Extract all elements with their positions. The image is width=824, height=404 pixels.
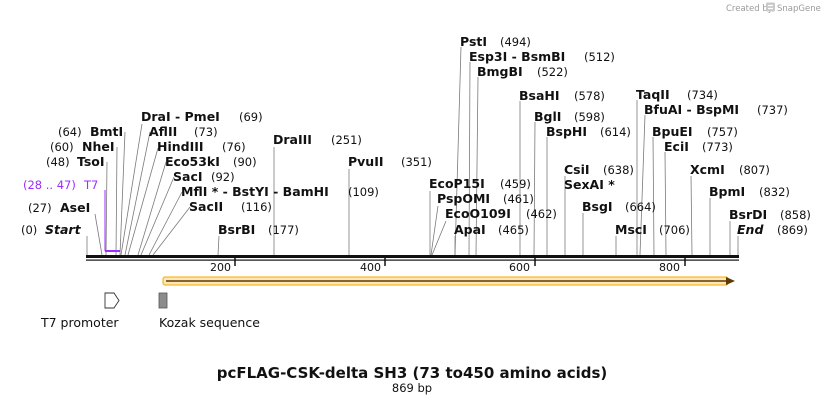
site-asei-name: AseI bbox=[60, 200, 90, 215]
site-bfuai-bspmi-name: BfuAI - BspMI bbox=[644, 102, 739, 117]
site-bgli-name: BglI bbox=[534, 109, 561, 124]
snapgene-logo-icon bbox=[766, 2, 775, 12]
site-bsgi-pos: (664) bbox=[625, 200, 656, 214]
t7-marker bbox=[104, 190, 120, 252]
site-bpuei-pos: (757) bbox=[707, 125, 738, 139]
site-bmti-name: BmtI bbox=[90, 124, 123, 139]
site-msci-name: MscI bbox=[615, 222, 647, 237]
credit-prefix: Created by bbox=[726, 4, 773, 14]
site-bsphi-name: BspHI bbox=[546, 124, 587, 139]
site-pvuii-pos: (351) bbox=[401, 155, 432, 169]
site-psti-name: PstI bbox=[460, 34, 487, 49]
t7-promoter-arrow-icon bbox=[104, 292, 120, 309]
site-saci-pos: (92) bbox=[211, 170, 235, 184]
site-aflii-name: AflII bbox=[149, 124, 177, 139]
site-tsoi-name: TsoI bbox=[77, 154, 105, 169]
site-bmgbi-name: BmgBI bbox=[477, 64, 523, 79]
site-csii-name: CsiI bbox=[564, 162, 590, 177]
site-drai-pmei-pos: (69) bbox=[239, 110, 263, 124]
scale-label-600: 600 bbox=[509, 261, 530, 274]
site-pvuii-name: PvuII bbox=[348, 154, 384, 169]
scale-label-800: 800 bbox=[659, 261, 680, 274]
sequence-backbone bbox=[86, 255, 739, 261]
site-bpmi-name: BpmI bbox=[709, 184, 745, 199]
site-end-pos: (869) bbox=[777, 223, 808, 237]
site-sexai-name: SexAI * bbox=[564, 177, 615, 192]
site-csii-pos: (638) bbox=[603, 163, 634, 177]
site-taqii-name: TaqII bbox=[636, 87, 670, 102]
site-ecoo109i-name: EcoO109I bbox=[445, 206, 511, 221]
scale-tick-marks bbox=[234, 258, 686, 266]
site-pspomi-pos: (461) bbox=[503, 192, 534, 206]
site-apai-pos: (465) bbox=[498, 223, 529, 237]
feature-label-t7-promoter: T7 promoter bbox=[40, 315, 119, 330]
site-bsrdi-name: BsrDI bbox=[729, 207, 767, 222]
feature-label-kozak: Kozak sequence bbox=[159, 315, 260, 330]
site-bpmi-pos: (832) bbox=[759, 185, 790, 199]
site-aflii-pos: (73) bbox=[194, 125, 218, 139]
site-bfuai-bspmi-pos: (737) bbox=[757, 103, 788, 117]
scale-label-400: 400 bbox=[360, 261, 381, 274]
site-apai-name: ApaI bbox=[454, 222, 486, 237]
scale-label-200: 200 bbox=[210, 261, 231, 274]
site-bsahi-pos: (578) bbox=[574, 89, 605, 103]
site-bmgbi-pos: (522) bbox=[537, 65, 568, 79]
orf-arrow bbox=[162, 276, 735, 286]
site-bsgi-name: BsgI bbox=[582, 199, 613, 214]
site-eco53ki-pos: (90) bbox=[233, 155, 257, 169]
site-psti-pos: (494) bbox=[500, 35, 531, 49]
site-hindiii-pos: (76) bbox=[222, 140, 246, 154]
kozak-sequence-box-icon bbox=[158, 292, 168, 309]
map-length: 869 bp bbox=[392, 381, 432, 395]
site-ecop15i-pos: (459) bbox=[500, 177, 531, 191]
site-end-name: End bbox=[737, 222, 764, 237]
site-mfli-bamhi-pos: (109) bbox=[348, 185, 379, 199]
site-hindiii-name: HindIII bbox=[157, 139, 204, 154]
site-ecoo109i-pos: (462) bbox=[526, 207, 557, 221]
site-bsrdi-pos: (858) bbox=[780, 208, 811, 222]
site-esp3i-bsmbi-name: Esp3I - BsmBI bbox=[469, 49, 565, 64]
site-bpuei-name: BpuEI bbox=[652, 124, 693, 139]
site-mfli-bamhi-name: MflI * - BstYI - BamHI bbox=[181, 184, 329, 199]
site-start-pos: (0) bbox=[21, 223, 37, 237]
t7-label: T7 bbox=[83, 178, 98, 192]
site-taqii-pos: (734) bbox=[687, 88, 718, 102]
site-xcmi-name: XcmI bbox=[690, 162, 725, 177]
site-bmti-pos: (64) bbox=[58, 125, 82, 139]
site-nhei-name: NheI bbox=[82, 139, 115, 154]
site-esp3i-bsmbi-pos: (512) bbox=[584, 50, 615, 64]
site-xcmi-pos: (807) bbox=[739, 163, 770, 177]
site-tsoi-pos: (48) bbox=[46, 155, 70, 169]
site-saci-name: SacI bbox=[173, 169, 203, 184]
site-msci-pos: (706) bbox=[659, 223, 690, 237]
t7-range: (28 .. 47) bbox=[23, 178, 76, 192]
site-bsrbi-pos: (177) bbox=[268, 223, 299, 237]
site-leader-lines bbox=[86, 46, 739, 256]
site-nhei-pos: (60) bbox=[50, 140, 74, 154]
site-pspomi-name: PspOMI bbox=[437, 191, 490, 206]
site-drai-pmei-name: DraI - PmeI bbox=[141, 109, 220, 124]
site-ecii-pos: (773) bbox=[702, 140, 733, 154]
site-start-name: Start bbox=[45, 222, 82, 237]
site-bsrbi-name: BsrBI bbox=[218, 222, 255, 237]
site-bsahi-name: BsaHI bbox=[519, 88, 560, 103]
credit-brand: SnapGene bbox=[777, 4, 821, 14]
site-asei-pos: (27) bbox=[28, 201, 52, 215]
map-title: pcFLAG-CSK-delta SH3 (73 to450 amino aci… bbox=[217, 364, 608, 382]
site-ecop15i-name: EcoP15I bbox=[429, 176, 485, 191]
site-sacii-pos: (116) bbox=[241, 200, 272, 214]
site-bgli-pos: (598) bbox=[574, 110, 605, 124]
site-sacii-name: SacII bbox=[189, 199, 223, 214]
site-bsphi-pos: (614) bbox=[600, 125, 631, 139]
site-draiii-name: DraIII bbox=[273, 132, 312, 147]
site-eco53ki-name: Eco53kI bbox=[165, 154, 220, 169]
site-draiii-pos: (251) bbox=[331, 133, 362, 147]
site-ecii-name: EciI bbox=[664, 139, 689, 154]
